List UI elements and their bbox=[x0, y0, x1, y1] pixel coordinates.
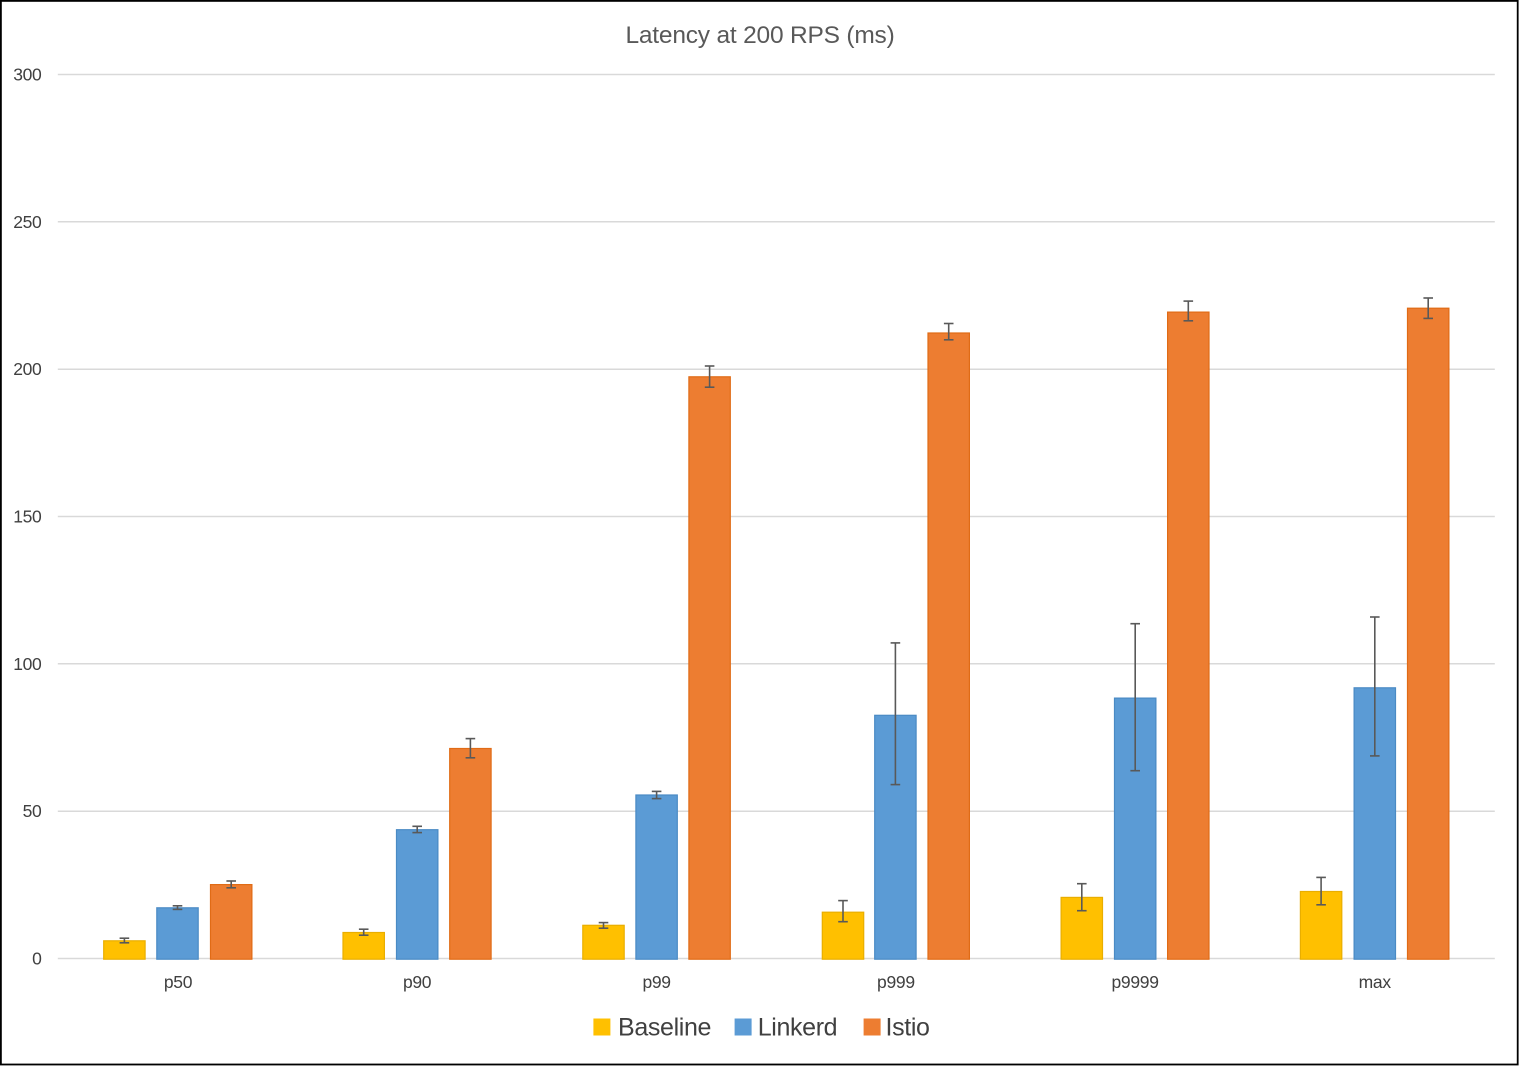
svg-text:Baseline: Baseline bbox=[618, 1014, 711, 1042]
svg-text:250: 250 bbox=[13, 212, 42, 232]
svg-text:p9999: p9999 bbox=[1112, 972, 1159, 992]
svg-text:200: 200 bbox=[13, 359, 42, 379]
svg-text:Latency at 200 RPS (ms): Latency at 200 RPS (ms) bbox=[625, 22, 894, 49]
svg-text:300: 300 bbox=[13, 65, 42, 85]
svg-text:p90: p90 bbox=[403, 972, 432, 992]
svg-text:0: 0 bbox=[32, 949, 42, 969]
svg-text:Linkerd: Linkerd bbox=[758, 1014, 838, 1042]
svg-text:p999: p999 bbox=[877, 972, 915, 992]
svg-text:Istio: Istio bbox=[886, 1014, 930, 1042]
svg-text:p99: p99 bbox=[642, 972, 670, 992]
svg-text:50: 50 bbox=[23, 801, 42, 821]
svg-text:max: max bbox=[1359, 972, 1392, 992]
svg-text:100: 100 bbox=[13, 654, 42, 674]
svg-text:150: 150 bbox=[13, 507, 42, 527]
svg-text:p50: p50 bbox=[164, 972, 193, 992]
